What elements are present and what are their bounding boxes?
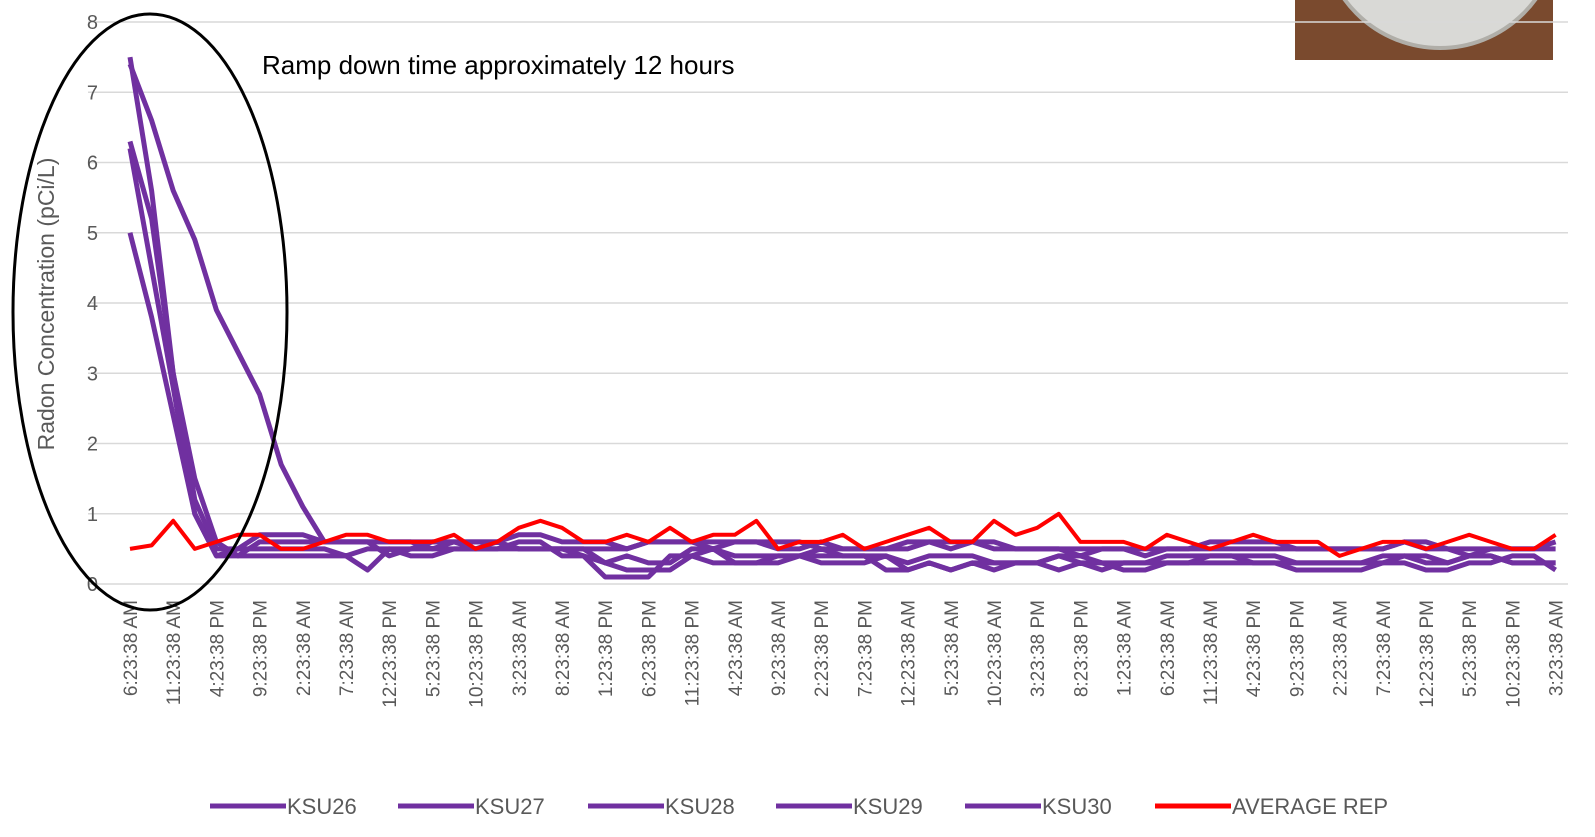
x-tick-label: 12:23:38 PM — [380, 600, 401, 708]
y-tick-label: 1 — [87, 504, 98, 526]
x-tick-label: 9:23:38 PM — [1287, 600, 1308, 697]
legend-label: KSU26 — [287, 794, 357, 819]
x-tick-label: 12:23:38 AM — [899, 600, 920, 707]
x-tick-label: 8:23:38 PM — [1071, 600, 1092, 697]
legend-item: KSU26 — [210, 794, 357, 819]
x-tick-label: 10:23:38 PM — [1503, 600, 1524, 708]
y-tick-label: 8 — [87, 12, 98, 34]
legend-label: AVERAGE REP — [1232, 794, 1388, 819]
x-tick-label: 7:23:38 AM — [337, 600, 358, 696]
legend-item: AVERAGE REP — [1155, 794, 1388, 819]
x-tick-label: 4:23:38 PM — [1244, 600, 1265, 697]
x-tick-label: 2:23:38 AM — [294, 600, 315, 696]
x-tick-label: 10:23:38 AM — [985, 600, 1006, 707]
series-line — [130, 64, 1556, 549]
legend-label: KSU30 — [1042, 794, 1112, 819]
legend-item: KSU29 — [776, 794, 923, 819]
photo — [1295, 0, 1558, 60]
legend-item: KSU28 — [588, 794, 735, 819]
x-tick-label: 9:23:38 PM — [251, 600, 272, 697]
series-line — [130, 57, 1556, 563]
series-line — [130, 148, 1556, 556]
legend-label: KSU28 — [665, 794, 735, 819]
y-tick-label: 4 — [87, 293, 98, 315]
x-tick-label: 6:23:38 AM — [121, 600, 142, 696]
x-tick-label: 3:23:38 AM — [510, 600, 531, 696]
y-tick-label: 7 — [87, 82, 98, 104]
x-tick-label: 8:23:38 AM — [553, 600, 574, 696]
x-tick-label: 5:23:38 PM — [423, 600, 444, 697]
x-tick-label: 10:23:38 PM — [467, 600, 488, 708]
x-tick-label: 1:23:38 AM — [1115, 600, 1136, 696]
annotation: Ramp down time approximately 12 hours — [262, 50, 735, 80]
y-tick-label: 2 — [87, 434, 98, 456]
x-tick-label: 6:23:38 AM — [1158, 600, 1179, 696]
x-tick-label: 2:23:38 AM — [1331, 600, 1352, 696]
x-tick-label: 7:23:38 PM — [855, 600, 876, 697]
x-tick-label: 2:23:38 PM — [812, 600, 833, 697]
legend-label: KSU27 — [475, 794, 545, 819]
legend-item: KSU30 — [965, 794, 1112, 819]
x-tick-label: 3:23:38 PM — [1028, 600, 1049, 697]
x-tick-label: 1:23:38 PM — [596, 600, 617, 697]
x-tick-label: 6:23:38 PM — [639, 600, 660, 697]
series-line — [130, 233, 1556, 577]
x-tick-label: 11:23:38 PM — [683, 600, 704, 706]
legend-label: KSU29 — [853, 794, 923, 819]
x-tick-label: 11:23:38 AM — [164, 600, 185, 705]
series-line — [130, 141, 1556, 570]
legend-item: KSU27 — [398, 794, 545, 819]
x-tick-label: 4:23:38 AM — [726, 600, 747, 696]
x-tick-label: 5:23:38 PM — [1460, 600, 1481, 697]
x-tick-label: 9:23:38 AM — [769, 600, 790, 696]
x-tick-label: 11:23:38 AM — [1201, 600, 1222, 705]
y-tick-label: 3 — [87, 363, 98, 385]
x-tick-label: 3:23:38 AM — [1547, 600, 1568, 696]
chart: 0123456786:23:38 AM11:23:38 AM4:23:38 PM… — [0, 0, 1595, 837]
x-tick-label: 5:23:38 AM — [942, 600, 963, 696]
y-axis-title: Radon Concentration (pCi/L) — [33, 158, 59, 451]
x-tick-label: 7:23:38 AM — [1374, 600, 1395, 696]
y-tick-label: 5 — [87, 223, 98, 245]
x-tick-label: 4:23:38 PM — [207, 600, 228, 697]
x-tick-label: 12:23:38 PM — [1417, 600, 1438, 708]
y-tick-label: 6 — [87, 153, 98, 175]
